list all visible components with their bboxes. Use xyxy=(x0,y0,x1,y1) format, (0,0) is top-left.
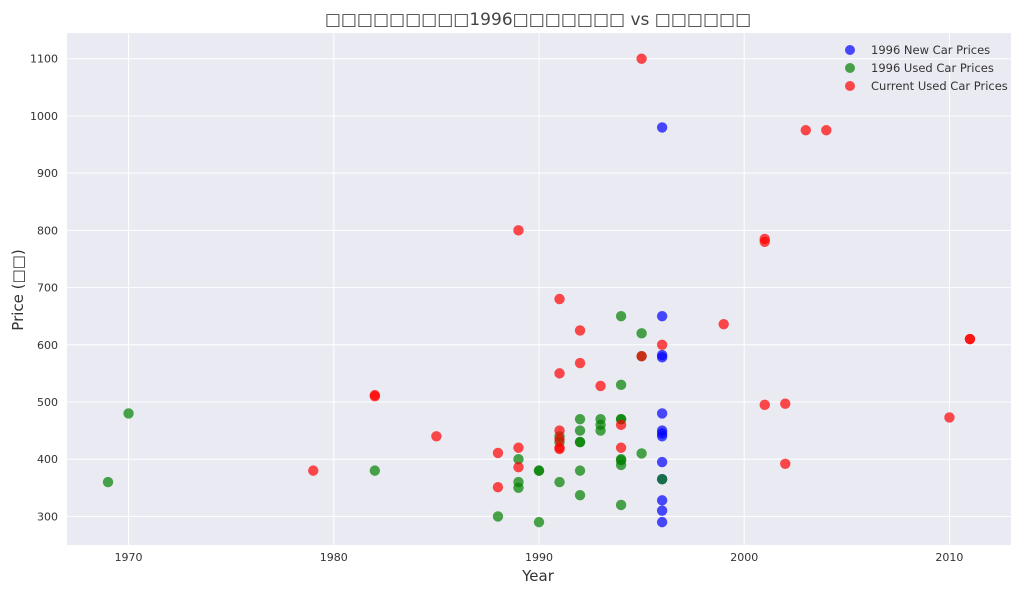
data-point xyxy=(554,425,565,436)
data-point xyxy=(574,325,586,336)
data-point xyxy=(492,447,504,459)
data-point xyxy=(656,495,668,506)
data-point xyxy=(595,425,606,436)
data-point xyxy=(821,125,832,136)
y-tick-label: 800 xyxy=(37,224,58,237)
data-point xyxy=(615,499,627,511)
y-tick-label: 1000 xyxy=(30,110,58,123)
data-point xyxy=(574,413,586,425)
legend-marker xyxy=(845,81,855,91)
series-2 xyxy=(102,310,668,528)
x-tick-label: 1970 xyxy=(115,551,143,564)
legend-marker xyxy=(845,45,855,55)
y-tick-label: 900 xyxy=(37,167,58,180)
y-axis-label: Price (□□) xyxy=(9,249,27,330)
data-point xyxy=(554,443,565,455)
data-points xyxy=(102,53,976,528)
data-point xyxy=(718,318,729,330)
data-point xyxy=(656,505,668,516)
data-point xyxy=(759,236,770,248)
data-point xyxy=(574,357,586,369)
data-point xyxy=(759,399,770,411)
y-tick-label: 500 xyxy=(37,396,58,409)
data-point xyxy=(574,436,586,448)
data-point xyxy=(615,379,627,391)
x-tick-label: 1980 xyxy=(320,551,348,564)
legend-label: Current Used Car Prices xyxy=(871,79,1008,93)
x-tick-label: 1990 xyxy=(525,551,553,564)
data-point xyxy=(636,448,647,459)
x-tick-label: 2000 xyxy=(730,551,758,564)
data-point xyxy=(369,465,381,476)
legend-label: 1996 New Car Prices xyxy=(871,43,990,57)
data-point xyxy=(123,408,134,419)
data-point xyxy=(615,419,627,431)
data-point xyxy=(492,482,504,493)
legend-marker xyxy=(845,63,855,73)
data-point xyxy=(656,456,668,468)
data-point xyxy=(800,125,811,136)
series-1 xyxy=(656,122,668,528)
data-point xyxy=(533,465,545,476)
data-point xyxy=(656,122,668,133)
data-point xyxy=(636,328,647,339)
data-point xyxy=(102,476,114,488)
data-point xyxy=(369,391,381,402)
y-tick-label: 700 xyxy=(37,282,58,295)
data-point xyxy=(615,310,627,322)
data-point xyxy=(780,458,791,469)
data-point xyxy=(656,516,668,528)
legend: 1996 New Car Prices 1996 Used Car Prices C… xyxy=(845,43,1008,93)
data-point xyxy=(944,412,955,423)
y-tick-label: 300 xyxy=(37,510,58,523)
data-point xyxy=(656,431,668,442)
data-point xyxy=(513,453,524,465)
data-point xyxy=(574,490,586,501)
data-point xyxy=(615,442,627,453)
x-axis-ticks: 1970 1980 1990 2000 2010 xyxy=(115,551,964,564)
y-tick-label: 600 xyxy=(37,339,58,352)
series-3 xyxy=(308,53,976,493)
data-point xyxy=(431,431,442,442)
data-point xyxy=(636,53,647,64)
data-point xyxy=(574,425,586,436)
data-point xyxy=(513,225,524,236)
data-point xyxy=(964,333,976,345)
data-point xyxy=(513,461,524,473)
grid-lines xyxy=(67,33,1011,545)
x-tick-label: 2010 xyxy=(935,551,963,564)
y-tick-label: 400 xyxy=(37,453,58,466)
data-point xyxy=(656,310,668,322)
data-point xyxy=(656,352,668,363)
data-point xyxy=(513,482,524,493)
data-point xyxy=(636,351,647,362)
data-point xyxy=(656,339,668,350)
data-point xyxy=(513,442,524,453)
chart-title: □□□□□□□□□1996□□□□□□□ vs □□□□□□ xyxy=(325,10,751,30)
data-point xyxy=(308,465,319,476)
data-point xyxy=(574,465,586,476)
data-point xyxy=(656,474,668,485)
legend-label: 1996 Used Car Prices xyxy=(871,61,994,75)
data-point xyxy=(533,516,545,528)
data-point xyxy=(554,476,565,488)
data-point xyxy=(656,408,668,419)
y-axis-ticks: 300 400 500 600 700 800 900 1000 1100 xyxy=(30,53,58,524)
data-point xyxy=(492,511,504,522)
data-point xyxy=(780,398,791,409)
data-point xyxy=(554,293,565,305)
data-point xyxy=(615,459,627,471)
data-point xyxy=(554,433,565,445)
data-point xyxy=(554,368,565,379)
y-tick-label: 1100 xyxy=(30,53,58,66)
x-axis-label: Year xyxy=(521,567,555,585)
data-point xyxy=(595,380,606,392)
